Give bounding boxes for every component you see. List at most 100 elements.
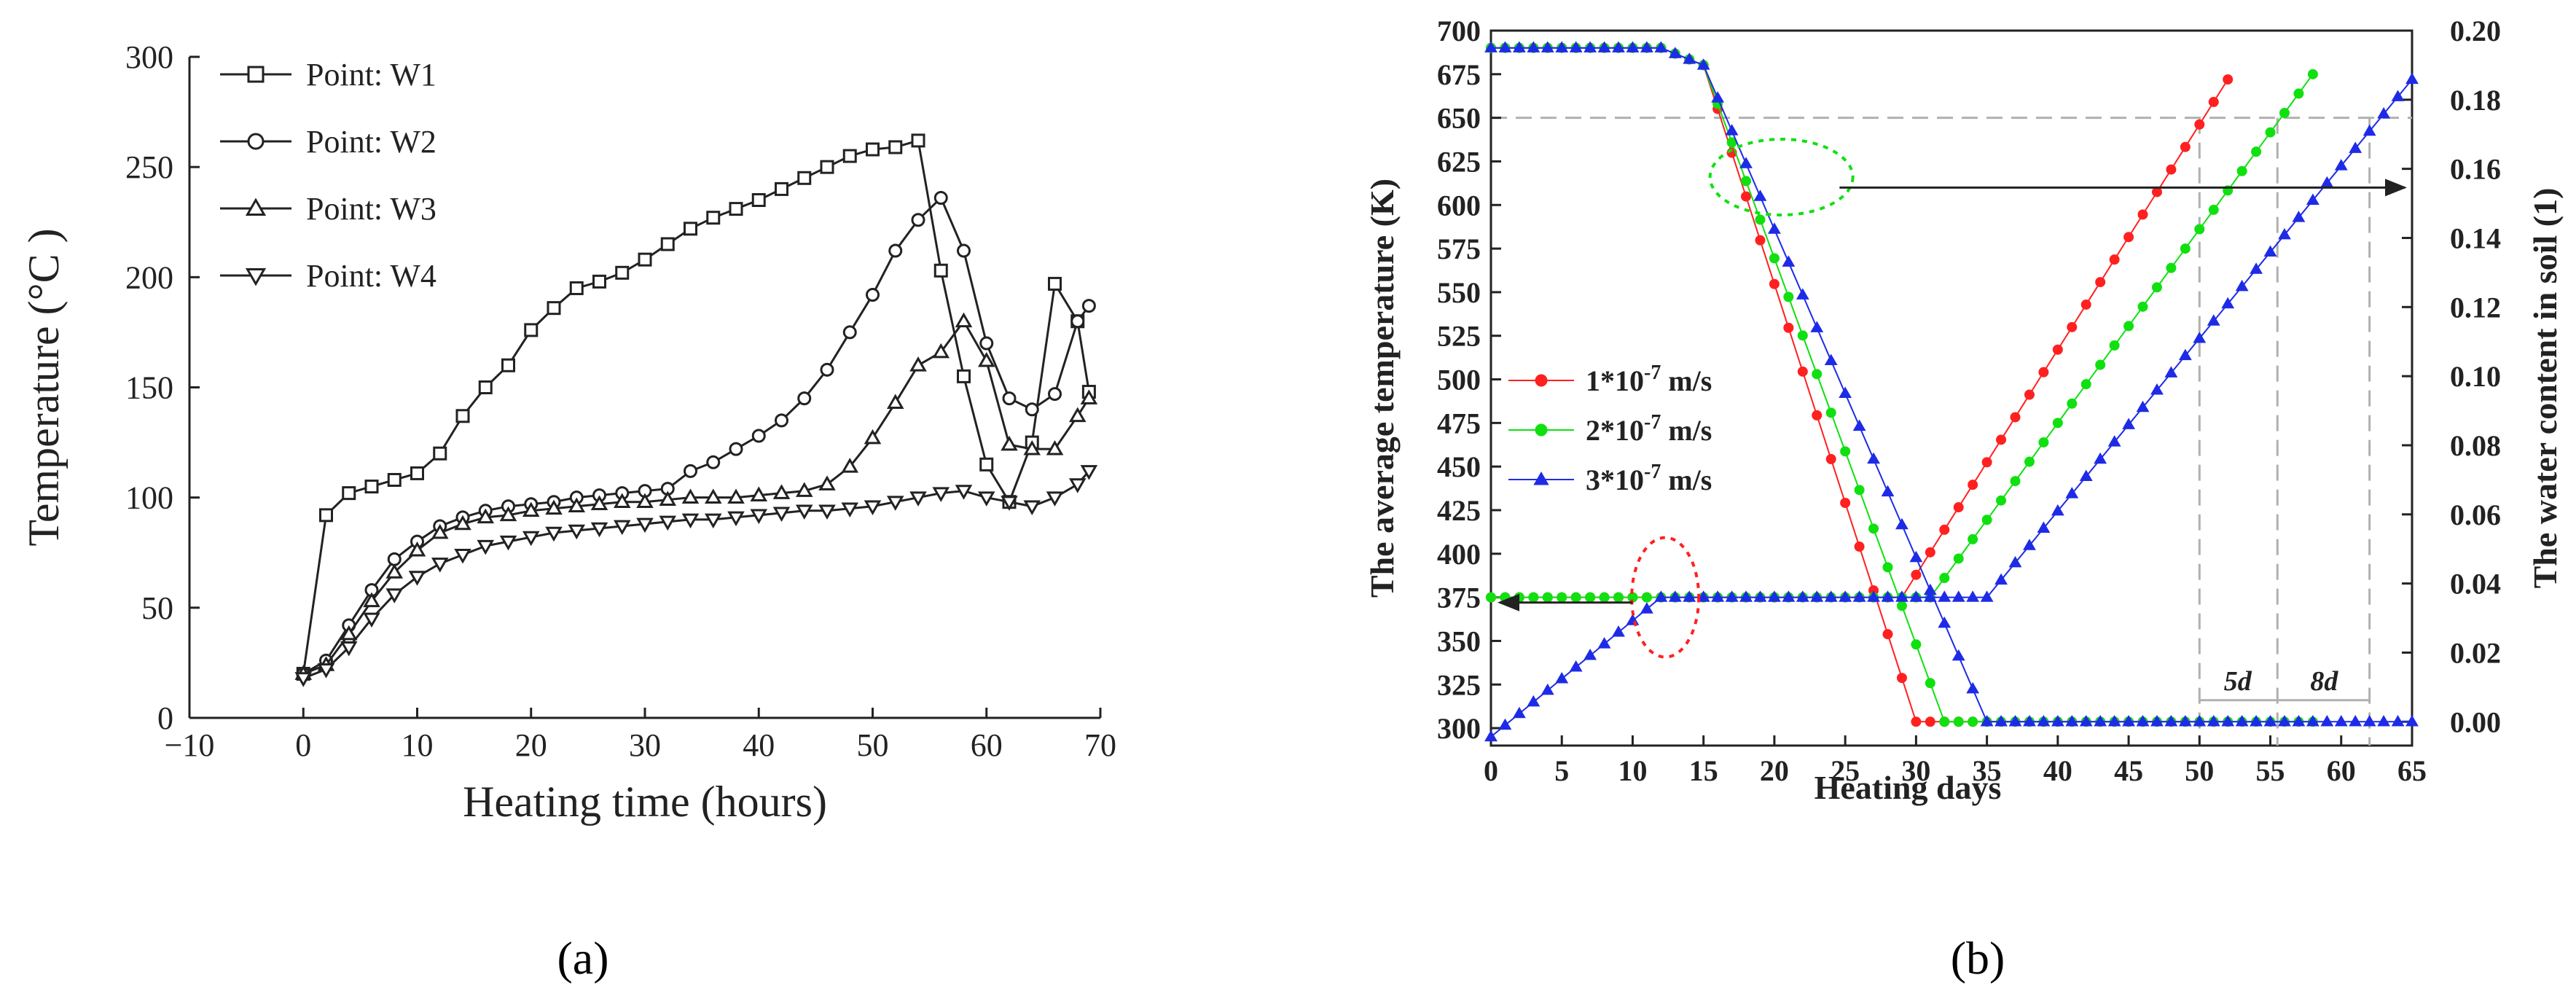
water-content-point-b — [1512, 41, 1526, 52]
data-point-a — [706, 455, 721, 469]
water-content-point-b — [1840, 497, 1851, 508]
data-point-a — [1023, 500, 1041, 515]
water-content-point-b — [1783, 322, 1794, 333]
data-point-a — [842, 325, 857, 340]
water-content-point-b — [1882, 562, 1893, 573]
data-point-a — [569, 281, 584, 295]
water-content-point-b — [1711, 91, 1725, 103]
water-content-point-b — [2278, 714, 2291, 727]
data-point-a — [636, 493, 654, 509]
x-tick-label-a: 20 — [515, 727, 547, 763]
y-tick-label-a: 200 — [125, 259, 173, 295]
x-tick-label-b: 5 — [1554, 754, 1569, 787]
data-point-a — [681, 513, 700, 529]
temperature-point-b — [2320, 176, 2334, 188]
legend-marker-a — [247, 133, 265, 150]
water-content-point-b — [2320, 714, 2334, 727]
water-content-point-b — [1839, 386, 1852, 399]
water-content-point-b — [2122, 714, 2135, 727]
water-content-point-b — [2051, 714, 2064, 727]
data-point-a — [431, 523, 449, 539]
temperature-point-b — [1569, 660, 1583, 672]
y-tick-label-b: 425 — [1437, 494, 1481, 527]
x-tick-label-b: 35 — [1973, 754, 2002, 787]
data-point-a — [1048, 276, 1062, 291]
water-content-point-b — [1938, 616, 1951, 628]
legend-label-a: Point: W4 — [306, 258, 436, 294]
data-point-a — [340, 625, 358, 641]
water-content-point-b — [1824, 353, 1838, 365]
temperature-point-b — [1527, 695, 1540, 707]
y-tick-label-b: 400 — [1437, 538, 1481, 571]
temperature-point-b — [1696, 590, 1710, 602]
data-point-a — [545, 526, 563, 542]
water-content-point-b — [1882, 629, 1893, 640]
water-content-point-b — [1854, 485, 1865, 496]
water-content-point-b — [2362, 714, 2376, 727]
x-tick-label-a: 30 — [629, 727, 661, 763]
data-point-a — [818, 475, 836, 490]
legend-marker-a — [247, 66, 265, 83]
temperature-point-b — [2095, 359, 2106, 370]
y2-tick-label-b: 0.08 — [2450, 429, 2501, 462]
data-point-a — [545, 499, 563, 515]
temperature-point-b — [2250, 262, 2263, 274]
water-content-point-b — [1725, 124, 1739, 136]
plot-frame-b — [1489, 29, 2413, 747]
data-point-a — [477, 508, 495, 524]
x-tick-label-b: 60 — [2327, 754, 2356, 787]
water-content-point-b — [1696, 58, 1710, 70]
water-content-point-b — [2150, 714, 2164, 727]
data-point-a — [431, 558, 449, 573]
water-content-point-b — [1783, 292, 1794, 302]
temperature-point-b — [2052, 418, 2063, 429]
temperature-point-b — [1939, 524, 1950, 535]
data-point-a — [706, 211, 721, 225]
temperature-point-b — [1923, 590, 1937, 602]
temperature-point-b — [2094, 452, 2107, 464]
water-content-point-b — [1925, 716, 1935, 727]
water-content-point-b — [2065, 714, 2079, 727]
temperature-point-b — [2180, 243, 2191, 254]
legend-label-unit: m/s — [1661, 414, 1712, 447]
water-content-point-b — [1980, 714, 1994, 727]
temperature-point-b — [1938, 590, 1951, 602]
legend-label-exponent: -7 — [1644, 411, 1661, 434]
water-content-point-b — [2164, 714, 2178, 727]
y2-tick-label-b: 0.12 — [2450, 291, 2501, 324]
data-point-a — [727, 488, 745, 504]
x-tick-label-b: 20 — [1760, 754, 1789, 787]
data-point-a — [1001, 435, 1018, 451]
water-content-point-b — [1484, 41, 1498, 52]
data-point-a — [886, 394, 904, 409]
legend-label-unit: m/s — [1661, 364, 1712, 397]
x-tick-label-b: 50 — [2185, 754, 2214, 787]
data-point-a — [660, 237, 675, 251]
temperature-point-b — [1668, 590, 1682, 602]
temperature-point-b — [2136, 400, 2150, 413]
data-point-a — [888, 243, 903, 258]
temperature-point-b — [2137, 301, 2148, 312]
water-content-point-b — [2193, 714, 2207, 727]
data-point-a — [454, 515, 471, 531]
temperature-point-b — [2292, 211, 2306, 222]
water-content-point-b — [1852, 419, 1866, 431]
water-content-point-b — [1825, 407, 1836, 418]
data-point-a — [955, 485, 973, 500]
temperature-point-b — [1824, 590, 1838, 602]
water-content-point-b — [1951, 649, 1965, 661]
y-tick-label-b: 700 — [1437, 15, 1481, 47]
water-content-point-b — [1796, 288, 1809, 300]
y-tick-label-b: 650 — [1437, 102, 1481, 135]
water-content-point-b — [2207, 714, 2220, 727]
data-point-a — [613, 493, 631, 509]
water-content-point-b — [1769, 278, 1780, 289]
temperature-point-b — [2194, 119, 2205, 130]
temperature-point-b — [2193, 331, 2207, 343]
data-point-a — [729, 442, 743, 456]
temperature-point-b — [2166, 262, 2177, 273]
data-point-a — [797, 391, 812, 406]
data-point-a — [911, 213, 925, 227]
x-tick-label-b: 0 — [1484, 754, 1498, 787]
temperature-point-b — [1839, 590, 1852, 602]
